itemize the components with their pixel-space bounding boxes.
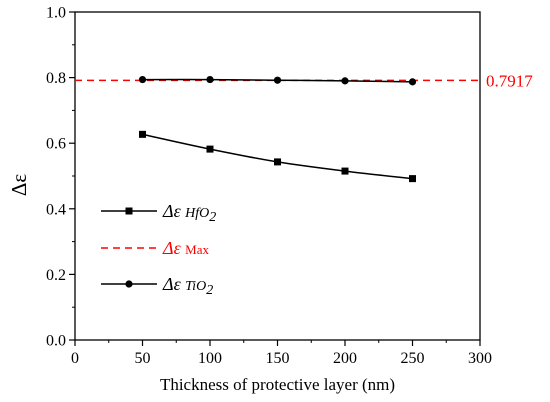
series-line-hfo2 xyxy=(142,133,413,180)
legend-marker-hfo2 xyxy=(125,207,133,215)
chart-marks: 0.7917 xyxy=(75,71,533,183)
x-axis-title: Thickness of protective layer (nm) xyxy=(160,375,395,394)
legend-label-hfo2: Δε HfO2 xyxy=(162,201,216,225)
x-tick-label: 200 xyxy=(333,350,357,367)
data-point-hfo2 xyxy=(139,130,146,138)
x-tick-label: 0 xyxy=(71,350,79,367)
data-point-hfo2 xyxy=(274,158,281,166)
legend-item-hfo2: Δε HfO2 xyxy=(101,201,216,225)
y-axis-title: Δε xyxy=(7,174,31,197)
data-point-hfo2 xyxy=(206,145,214,153)
axes xyxy=(74,11,481,341)
reference-line-label: 0.7917 xyxy=(486,71,533,90)
data-point-tio2 xyxy=(408,78,417,86)
x-tick-label: 100 xyxy=(198,350,222,367)
data-point-tio2 xyxy=(206,75,214,84)
data-point-tio2 xyxy=(138,75,147,84)
legend: Δε HfO2 Δε Max Δε TiO2 xyxy=(101,201,216,298)
y-tick-label: 0.0 xyxy=(46,333,66,350)
data-point-tio2 xyxy=(273,76,282,84)
data-point-tio2 xyxy=(341,77,349,85)
legend-item-max: Δε Max xyxy=(101,238,210,258)
data-point-hfo2 xyxy=(409,175,416,183)
x-tick-label: 150 xyxy=(266,350,290,367)
x-tick-label: 250 xyxy=(401,350,425,367)
y-tick-label: 0.2 xyxy=(46,267,66,284)
legend-item-tio2: Δε TiO2 xyxy=(101,274,213,298)
x-tick-label: 300 xyxy=(468,350,492,367)
y-tick-label: 1.0 xyxy=(46,5,66,22)
legend-marker-tio2 xyxy=(125,280,133,288)
legend-label-tio2: Δε TiO2 xyxy=(162,274,213,298)
ticks: 0 50 100 150 200 250 300 0.0 0.2 0.4 0.6 0.8 1.0 xyxy=(46,5,492,368)
y-tick-label: 0.6 xyxy=(46,136,66,153)
data-point-hfo2 xyxy=(341,167,349,175)
legend-label-max: Δε Max xyxy=(162,238,210,258)
x-tick-label: 50 xyxy=(135,350,151,367)
y-tick-label: 0.8 xyxy=(46,70,66,87)
y-tick-label: 0.4 xyxy=(46,201,66,218)
plot-frame xyxy=(74,11,481,341)
